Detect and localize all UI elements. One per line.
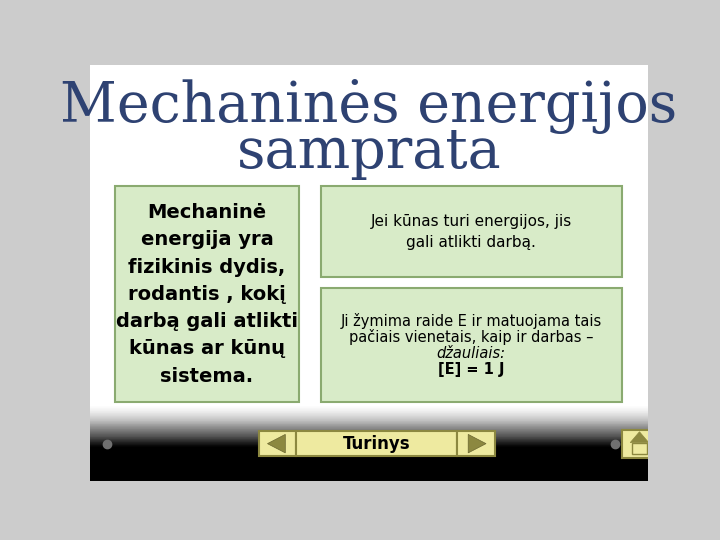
Text: Mechaninės energijos: Mechaninės energijos	[60, 79, 678, 134]
Polygon shape	[630, 432, 649, 443]
Text: samprata: samprata	[237, 125, 501, 180]
FancyBboxPatch shape	[114, 186, 300, 402]
Polygon shape	[468, 434, 486, 453]
FancyBboxPatch shape	[632, 443, 647, 455]
FancyBboxPatch shape	[296, 431, 457, 456]
Text: Mechaninė
energija yra
fizikinis dydis,
rodantis , kokį
darbą gali atlikti
kūnas: Mechaninė energija yra fizikinis dydis, …	[116, 203, 298, 386]
Text: Ji žymima raide E ir matuojama tais: Ji žymima raide E ir matuojama tais	[341, 313, 602, 329]
FancyBboxPatch shape	[259, 431, 296, 456]
Text: pačiais vienetais, kaip ir darbas –: pačiais vienetais, kaip ir darbas –	[349, 329, 593, 345]
Text: Jei kūnas turi energijos, jis
gali atlikti darbą.: Jei kūnas turi energijos, jis gali atlik…	[371, 214, 572, 250]
FancyBboxPatch shape	[321, 186, 621, 278]
Text: [E] = 1 J: [E] = 1 J	[438, 362, 505, 377]
Text: džauliais:: džauliais:	[437, 346, 505, 361]
FancyBboxPatch shape	[457, 431, 495, 456]
Text: Turinys: Turinys	[343, 435, 410, 453]
FancyBboxPatch shape	[321, 288, 621, 402]
FancyBboxPatch shape	[622, 430, 657, 457]
Polygon shape	[267, 434, 285, 453]
